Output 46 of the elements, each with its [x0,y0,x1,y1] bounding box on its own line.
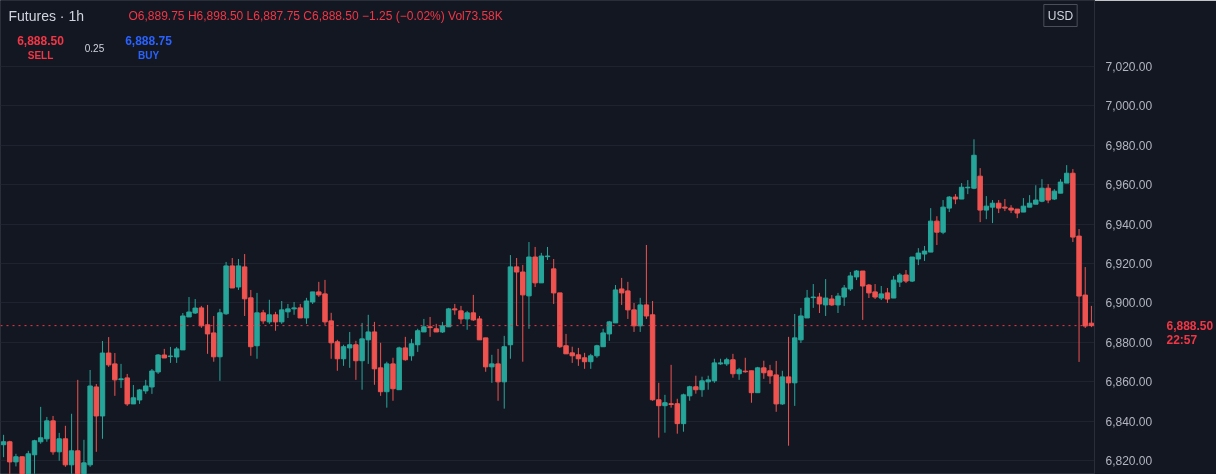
candlestick [816,292,823,314]
y-tick-label: 6,880.00 [1105,335,1153,350]
candlestick [229,257,235,289]
candlestick [266,299,273,325]
candlestick [118,363,124,389]
candlestick [637,297,643,333]
annotation: BUY [137,50,160,61]
y-tick-label: 6,920.00 [1105,257,1153,272]
candlestick [464,310,470,331]
candlestick [235,258,242,291]
y-tick-label: 6,940.00 [1105,217,1153,232]
candlestick [736,367,742,381]
y-tick-label: 6,820.00 [1105,454,1153,469]
candlestick [75,379,81,474]
y-tick-label: 6,840.00 [1105,414,1153,429]
candlestick [934,215,940,246]
candlestick [730,353,736,379]
candlestick [822,278,829,317]
candlestick [1045,183,1051,204]
candlestick [402,336,409,362]
candlestick [272,311,279,332]
y-tick-label: 6,900.00 [1105,296,1153,311]
candlestick [0,434,7,458]
annotation: 0.25 [84,42,105,54]
candlestick [427,316,433,338]
candlestick [662,394,668,434]
annotation: USD [1047,8,1074,23]
annotation: SELL [27,50,54,61]
y-tick-label: 7,020.00 [1105,59,1153,74]
text: 22:57 [1166,333,1198,348]
ref-line-label: 6,888.50 [1166,318,1214,333]
annotation: 6,888.50 [17,34,65,48]
y-tick-label: 6,960.00 [1105,178,1153,193]
candlestick [489,354,495,384]
candlestick [7,440,13,474]
candlestick [56,432,62,462]
text: O6,889.75 H6,898.50 L6,887.75 C6,888.50 −1.25 (−0.02%) Vol73.58K [128,8,503,23]
candlestick [353,340,359,381]
annotation: 6,888.75 [125,34,173,48]
y-tick-label: 6,980.00 [1105,138,1153,153]
candlestick [785,336,792,447]
y-tick-label: 6,860.00 [1105,375,1153,390]
candlestick [495,348,501,402]
candlestick [68,413,75,474]
y-tick-label: 7,000.00 [1105,99,1153,114]
text: Futures · 1h [8,7,84,24]
